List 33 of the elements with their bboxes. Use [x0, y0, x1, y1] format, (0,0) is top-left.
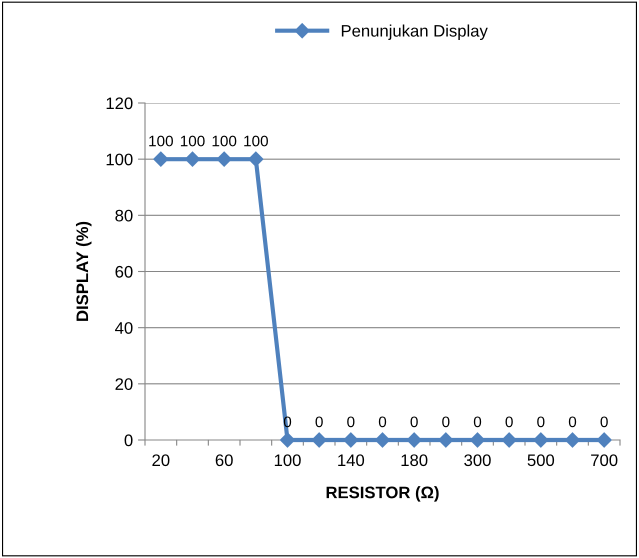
data-label: 0 [537, 416, 544, 428]
x-tick-label: 300 [464, 454, 491, 466]
data-label: 0 [284, 416, 292, 428]
y-tick-label: 60 [116, 266, 133, 278]
data-label: 0 [568, 416, 576, 428]
y-tick-label: 100 [106, 154, 133, 166]
data-label: 0 [378, 416, 386, 428]
y-tick-label: 80 [115, 210, 133, 222]
x-tick-label: 100 [274, 454, 301, 466]
data-label: 100 [149, 136, 173, 146]
x-tick-label: 60 [216, 454, 233, 466]
data-label: 0 [506, 416, 513, 428]
x-tick-label: 20 [152, 454, 170, 466]
data-label: 0 [600, 416, 608, 428]
data-label: 100 [212, 136, 236, 146]
data-label: 100 [244, 136, 268, 146]
y-tick-label: 20 [115, 378, 133, 390]
y-tick-label: 120 [106, 97, 133, 110]
data-label: 0 [474, 416, 482, 428]
data-label: 0 [442, 416, 450, 428]
x-axis-title: RESISTOR (Ω) [326, 486, 439, 502]
y-axis-title: DISPLAY (%) [76, 222, 92, 321]
data-label: 100 [180, 136, 205, 146]
x-tick-label: 180 [402, 454, 428, 466]
data-label: 0 [347, 416, 354, 428]
x-tick-label: 500 [528, 454, 554, 466]
data-label: 0 [316, 416, 323, 428]
data-label: 0 [410, 416, 418, 428]
x-tick-label: 140 [338, 454, 364, 466]
y-tick-label: 0 [124, 434, 133, 446]
y-tick-label: 40 [115, 322, 133, 334]
legend-label: Penunjukan Display [342, 24, 488, 40]
x-tick-label: 700 [591, 454, 618, 466]
